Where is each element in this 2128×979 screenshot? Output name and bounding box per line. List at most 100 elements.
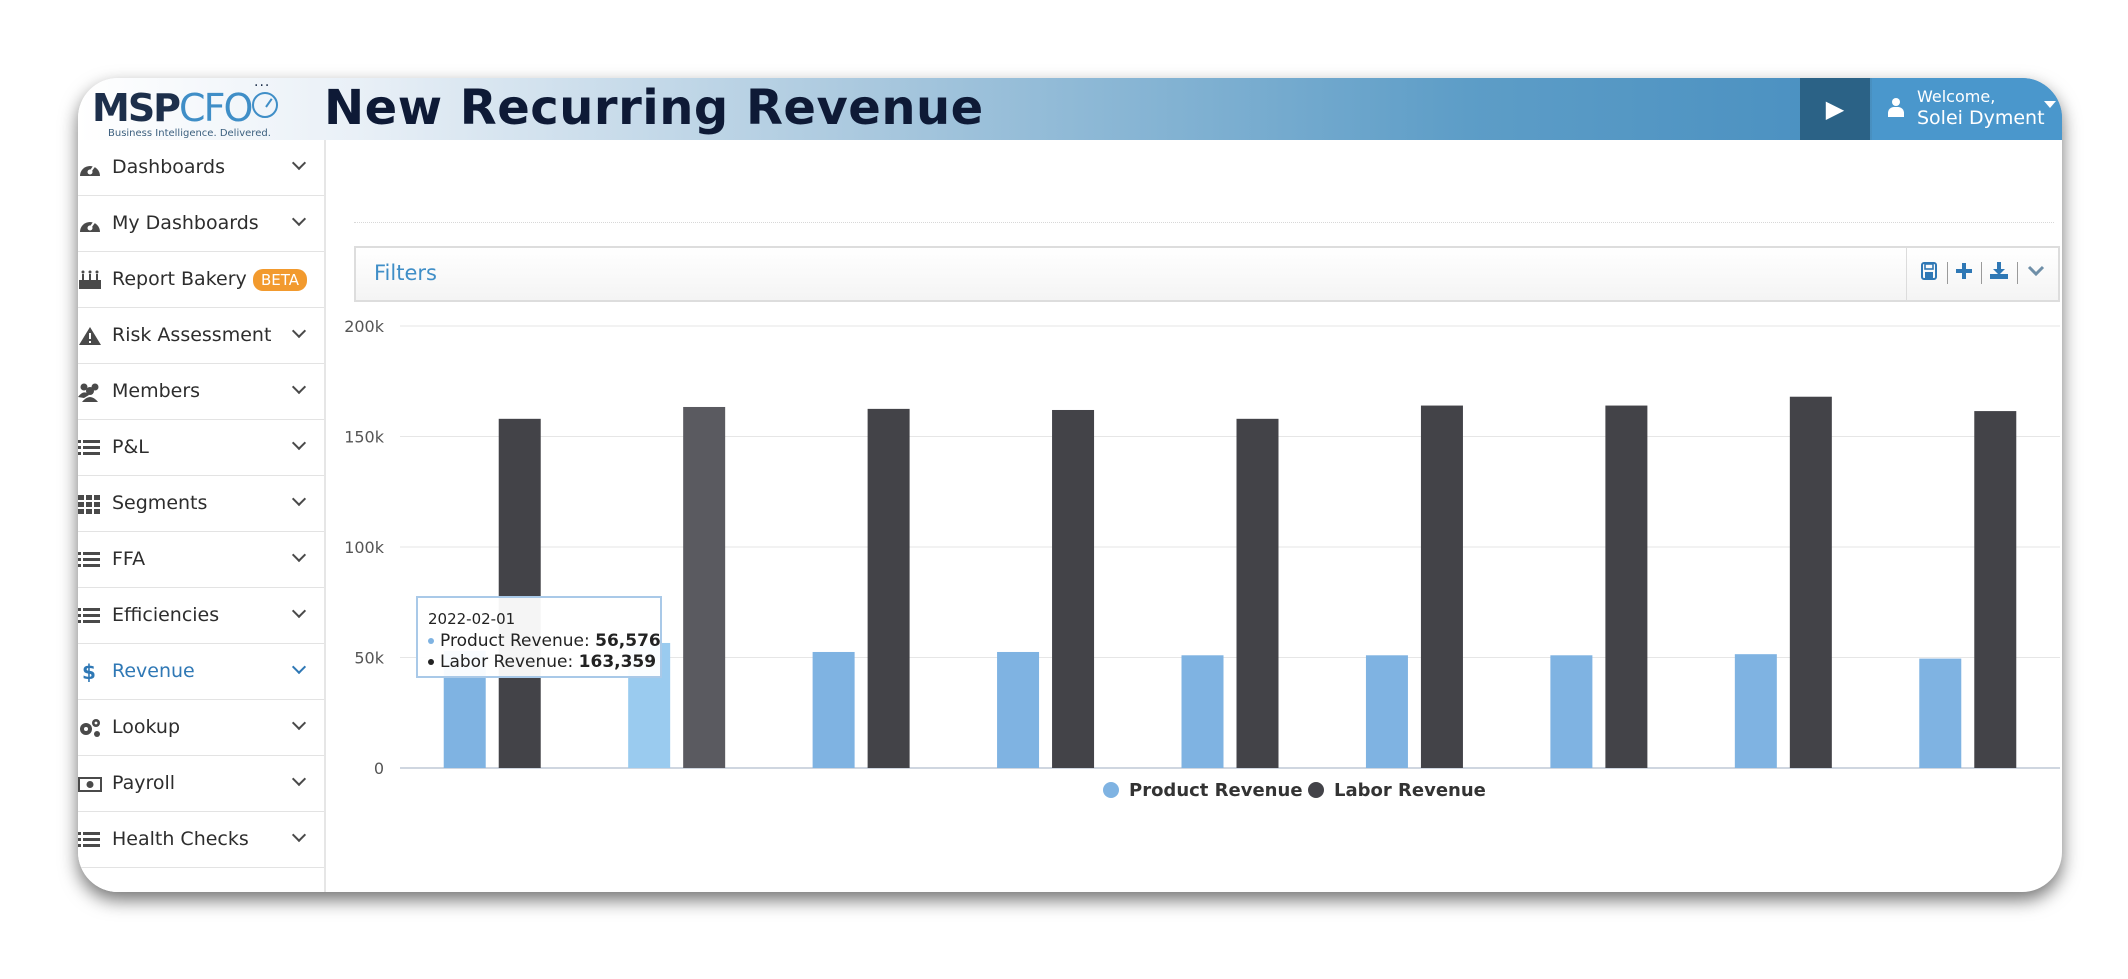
chevron-down-icon[interactable] bbox=[291, 491, 307, 507]
list-icon bbox=[78, 438, 102, 458]
chevron-down-icon[interactable] bbox=[291, 323, 307, 339]
tooltip-product-value: 56,576 bbox=[595, 631, 661, 651]
tooltip-labor-value: 163,359 bbox=[578, 652, 657, 672]
tooltip-date: 2022-02-01 bbox=[428, 610, 516, 628]
users-icon bbox=[78, 382, 102, 402]
y-tick-label: 50k bbox=[354, 649, 384, 668]
chevron-down-icon[interactable] bbox=[291, 771, 307, 787]
sidebar-item-risk-assessment[interactable]: Risk Assessment bbox=[78, 308, 324, 364]
product-revenue-bar[interactable] bbox=[812, 651, 855, 768]
sidebar-item-my-dashboards[interactable]: My Dashboards bbox=[78, 196, 324, 252]
legend-dot bbox=[1103, 782, 1119, 798]
chevron-down-icon[interactable] bbox=[2027, 262, 2045, 283]
gears-icon bbox=[78, 718, 102, 738]
sidebar-item-health-checks[interactable]: Health Checks bbox=[78, 812, 324, 868]
labor-revenue-bar[interactable] bbox=[1605, 405, 1648, 768]
sidebar-item-label: Payroll bbox=[112, 772, 176, 794]
sidebar-item-segments[interactable]: Segments bbox=[78, 476, 324, 532]
labor-dot bbox=[428, 659, 434, 665]
labor-revenue-bar[interactable] bbox=[1420, 405, 1463, 768]
header-bar: MSPCFO ··· Business Intelligence. Delive… bbox=[78, 78, 2062, 140]
toolbar-separator bbox=[1981, 262, 1982, 284]
x-tick-label: 2022-09-01 bbox=[1921, 778, 2014, 780]
x-tick-label: 2022-08-01 bbox=[1737, 778, 1830, 780]
product-dot bbox=[428, 638, 434, 644]
legend-label: Labor Revenue bbox=[1334, 780, 1486, 801]
sidebar-item-label: Efficiencies bbox=[112, 604, 220, 626]
plus-icon[interactable] bbox=[1955, 262, 1973, 285]
sidebar-item-label: Members bbox=[112, 380, 201, 402]
sidebar-item-revenue[interactable]: $ Revenue bbox=[78, 644, 324, 700]
chart-tooltip: 2022-02-01 Product Revenue: 56,576 Labor… bbox=[416, 596, 662, 678]
chevron-down-icon[interactable] bbox=[291, 547, 307, 563]
list-icon bbox=[78, 550, 102, 570]
sidebar-item-label: Risk Assessment bbox=[112, 324, 272, 346]
logo-tagline: Business Intelligence. Delivered. bbox=[108, 128, 271, 139]
sidebar-item-efficiencies[interactable]: Efficiencies bbox=[78, 588, 324, 644]
labor-revenue-bar[interactable] bbox=[1789, 396, 1832, 768]
sidebar-item-dashboards[interactable]: Dashboards bbox=[78, 140, 324, 196]
play-button[interactable]: ▶ bbox=[1800, 78, 1870, 140]
product-revenue-bar[interactable] bbox=[1550, 655, 1593, 768]
chevron-down-icon[interactable] bbox=[291, 659, 307, 675]
save-icon[interactable] bbox=[1921, 262, 1937, 285]
product-revenue-bar[interactable] bbox=[1734, 654, 1777, 768]
chart-legend: Product Revenue Labor Revenue bbox=[326, 780, 2062, 810]
y-tick-label: 0 bbox=[374, 759, 384, 778]
beta-badge: BETA bbox=[253, 269, 308, 291]
logo[interactable]: MSPCFO ··· Business Intelligence. Delive… bbox=[92, 78, 292, 139]
dollar-icon: $ bbox=[78, 660, 102, 684]
product-revenue-bar[interactable] bbox=[997, 651, 1040, 768]
chevron-down-icon[interactable] bbox=[291, 827, 307, 843]
sidebar-item-ffa[interactable]: FFA bbox=[78, 532, 324, 588]
sidebar-item-label: Report Bakery bbox=[112, 268, 247, 290]
warning-icon bbox=[78, 326, 102, 346]
product-revenue-bar[interactable] bbox=[1365, 655, 1408, 768]
labor-revenue-bar[interactable] bbox=[498, 418, 541, 768]
filters-label[interactable]: Filters bbox=[374, 261, 437, 285]
divider bbox=[354, 222, 2054, 223]
labor-revenue-bar[interactable] bbox=[1236, 418, 1279, 768]
chevron-down-icon[interactable] bbox=[291, 715, 307, 731]
tooltip-labor-row: Labor Revenue: 163,359 bbox=[428, 652, 656, 672]
legend-labor-revenue[interactable]: Labor Revenue bbox=[1308, 780, 1486, 801]
grid-icon bbox=[78, 494, 102, 514]
logo-dots: ··· bbox=[254, 78, 271, 94]
chevron-down-icon[interactable] bbox=[291, 435, 307, 451]
logo-wordmark: MSPCFO bbox=[92, 86, 253, 130]
x-tick-label: 2022-05-01 bbox=[1184, 778, 1277, 780]
user-menu[interactable]: Welcome, Solei Dyment bbox=[1872, 78, 2062, 140]
play-icon: ▶ bbox=[1825, 95, 1845, 123]
download-icon[interactable] bbox=[1989, 262, 2009, 285]
chevron-down-icon[interactable] bbox=[291, 211, 307, 227]
chevron-down-icon[interactable] bbox=[291, 603, 307, 619]
tooltip-product-row: Product Revenue: 56,576 bbox=[428, 631, 661, 651]
app-window: MSPCFO ··· Business Intelligence. Delive… bbox=[78, 78, 2062, 892]
labor-revenue-bar[interactable] bbox=[867, 408, 910, 768]
dashboard-icon bbox=[78, 214, 102, 234]
labor-revenue-bar[interactable] bbox=[683, 406, 726, 768]
product-revenue-bar[interactable] bbox=[1919, 658, 1962, 768]
sidebar-item-p-l[interactable]: P&L bbox=[78, 420, 324, 476]
sidebar-item-report-bakery[interactable]: Report Bakery BETA bbox=[78, 252, 324, 308]
legend-product-revenue[interactable]: Product Revenue bbox=[1103, 780, 1303, 801]
sidebar-item-members[interactable]: Members bbox=[78, 364, 324, 420]
sidebar: Dashboards My Dashboards Report Bakery BETA… bbox=[78, 140, 326, 892]
x-tick-label: 2022-06-01 bbox=[1368, 778, 1461, 780]
tooltip-labor-label: Labor Revenue: bbox=[440, 652, 574, 672]
sidebar-item-lookup[interactable]: Lookup bbox=[78, 700, 324, 756]
labor-revenue-bar[interactable] bbox=[1974, 411, 2017, 768]
dashboard-icon bbox=[78, 158, 102, 178]
product-revenue-bar[interactable] bbox=[1181, 655, 1224, 768]
sidebar-item-label: Segments bbox=[112, 492, 208, 514]
labor-revenue-bar[interactable] bbox=[1052, 409, 1095, 768]
chevron-down-icon[interactable] bbox=[291, 155, 307, 171]
svg-text:$: $ bbox=[82, 662, 96, 682]
list-icon bbox=[78, 830, 102, 850]
chevron-down-icon[interactable] bbox=[291, 379, 307, 395]
sidebar-item-payroll[interactable]: Payroll bbox=[78, 756, 324, 812]
filters-panel[interactable]: Filters bbox=[354, 246, 2060, 302]
legend-label: Product Revenue bbox=[1129, 780, 1303, 801]
filters-toolbar bbox=[1906, 248, 2059, 300]
